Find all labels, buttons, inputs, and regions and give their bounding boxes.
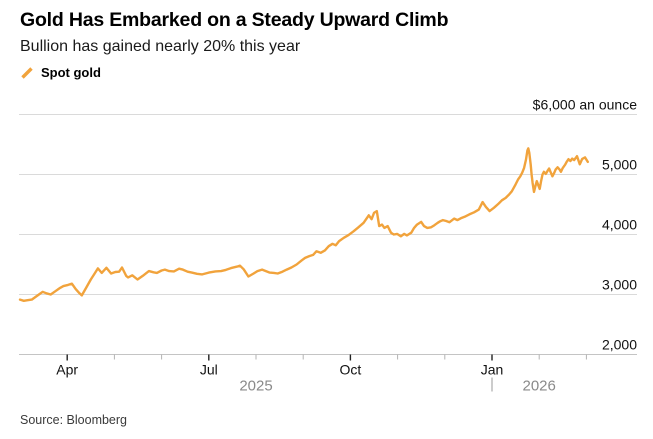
month-label-Jul: Jul [200,362,218,378]
year-label-2025: 2025 [239,378,272,395]
chart-title: Gold Has Embarked on a Steady Upward Cli… [20,9,449,31]
legend-label-spot-gold: Spot gold [41,65,101,80]
chart-subtitle: Bullion has gained nearly 20% this year [20,38,301,55]
month-label-Oct: Oct [340,362,362,378]
year-label-2026: 2026 [523,378,556,395]
y-tick-label-5000: 5,000 [602,157,637,173]
spot-gold-line-marker-icon [20,66,34,80]
source-note: Source: Bloomberg [20,413,128,427]
y-tick-label-6000: $6,000 an ounce [533,97,638,113]
y-tick-label-2000: 2,000 [602,337,637,353]
spot-gold-series-line [18,147,589,302]
month-label-Apr: Apr [56,362,78,378]
legend: Spot gold [20,65,101,80]
month-label-Jan: Jan [481,362,504,378]
y-tick-label-3000: 3,000 [602,277,637,293]
y-tick-label-4000: 4,000 [602,217,637,233]
